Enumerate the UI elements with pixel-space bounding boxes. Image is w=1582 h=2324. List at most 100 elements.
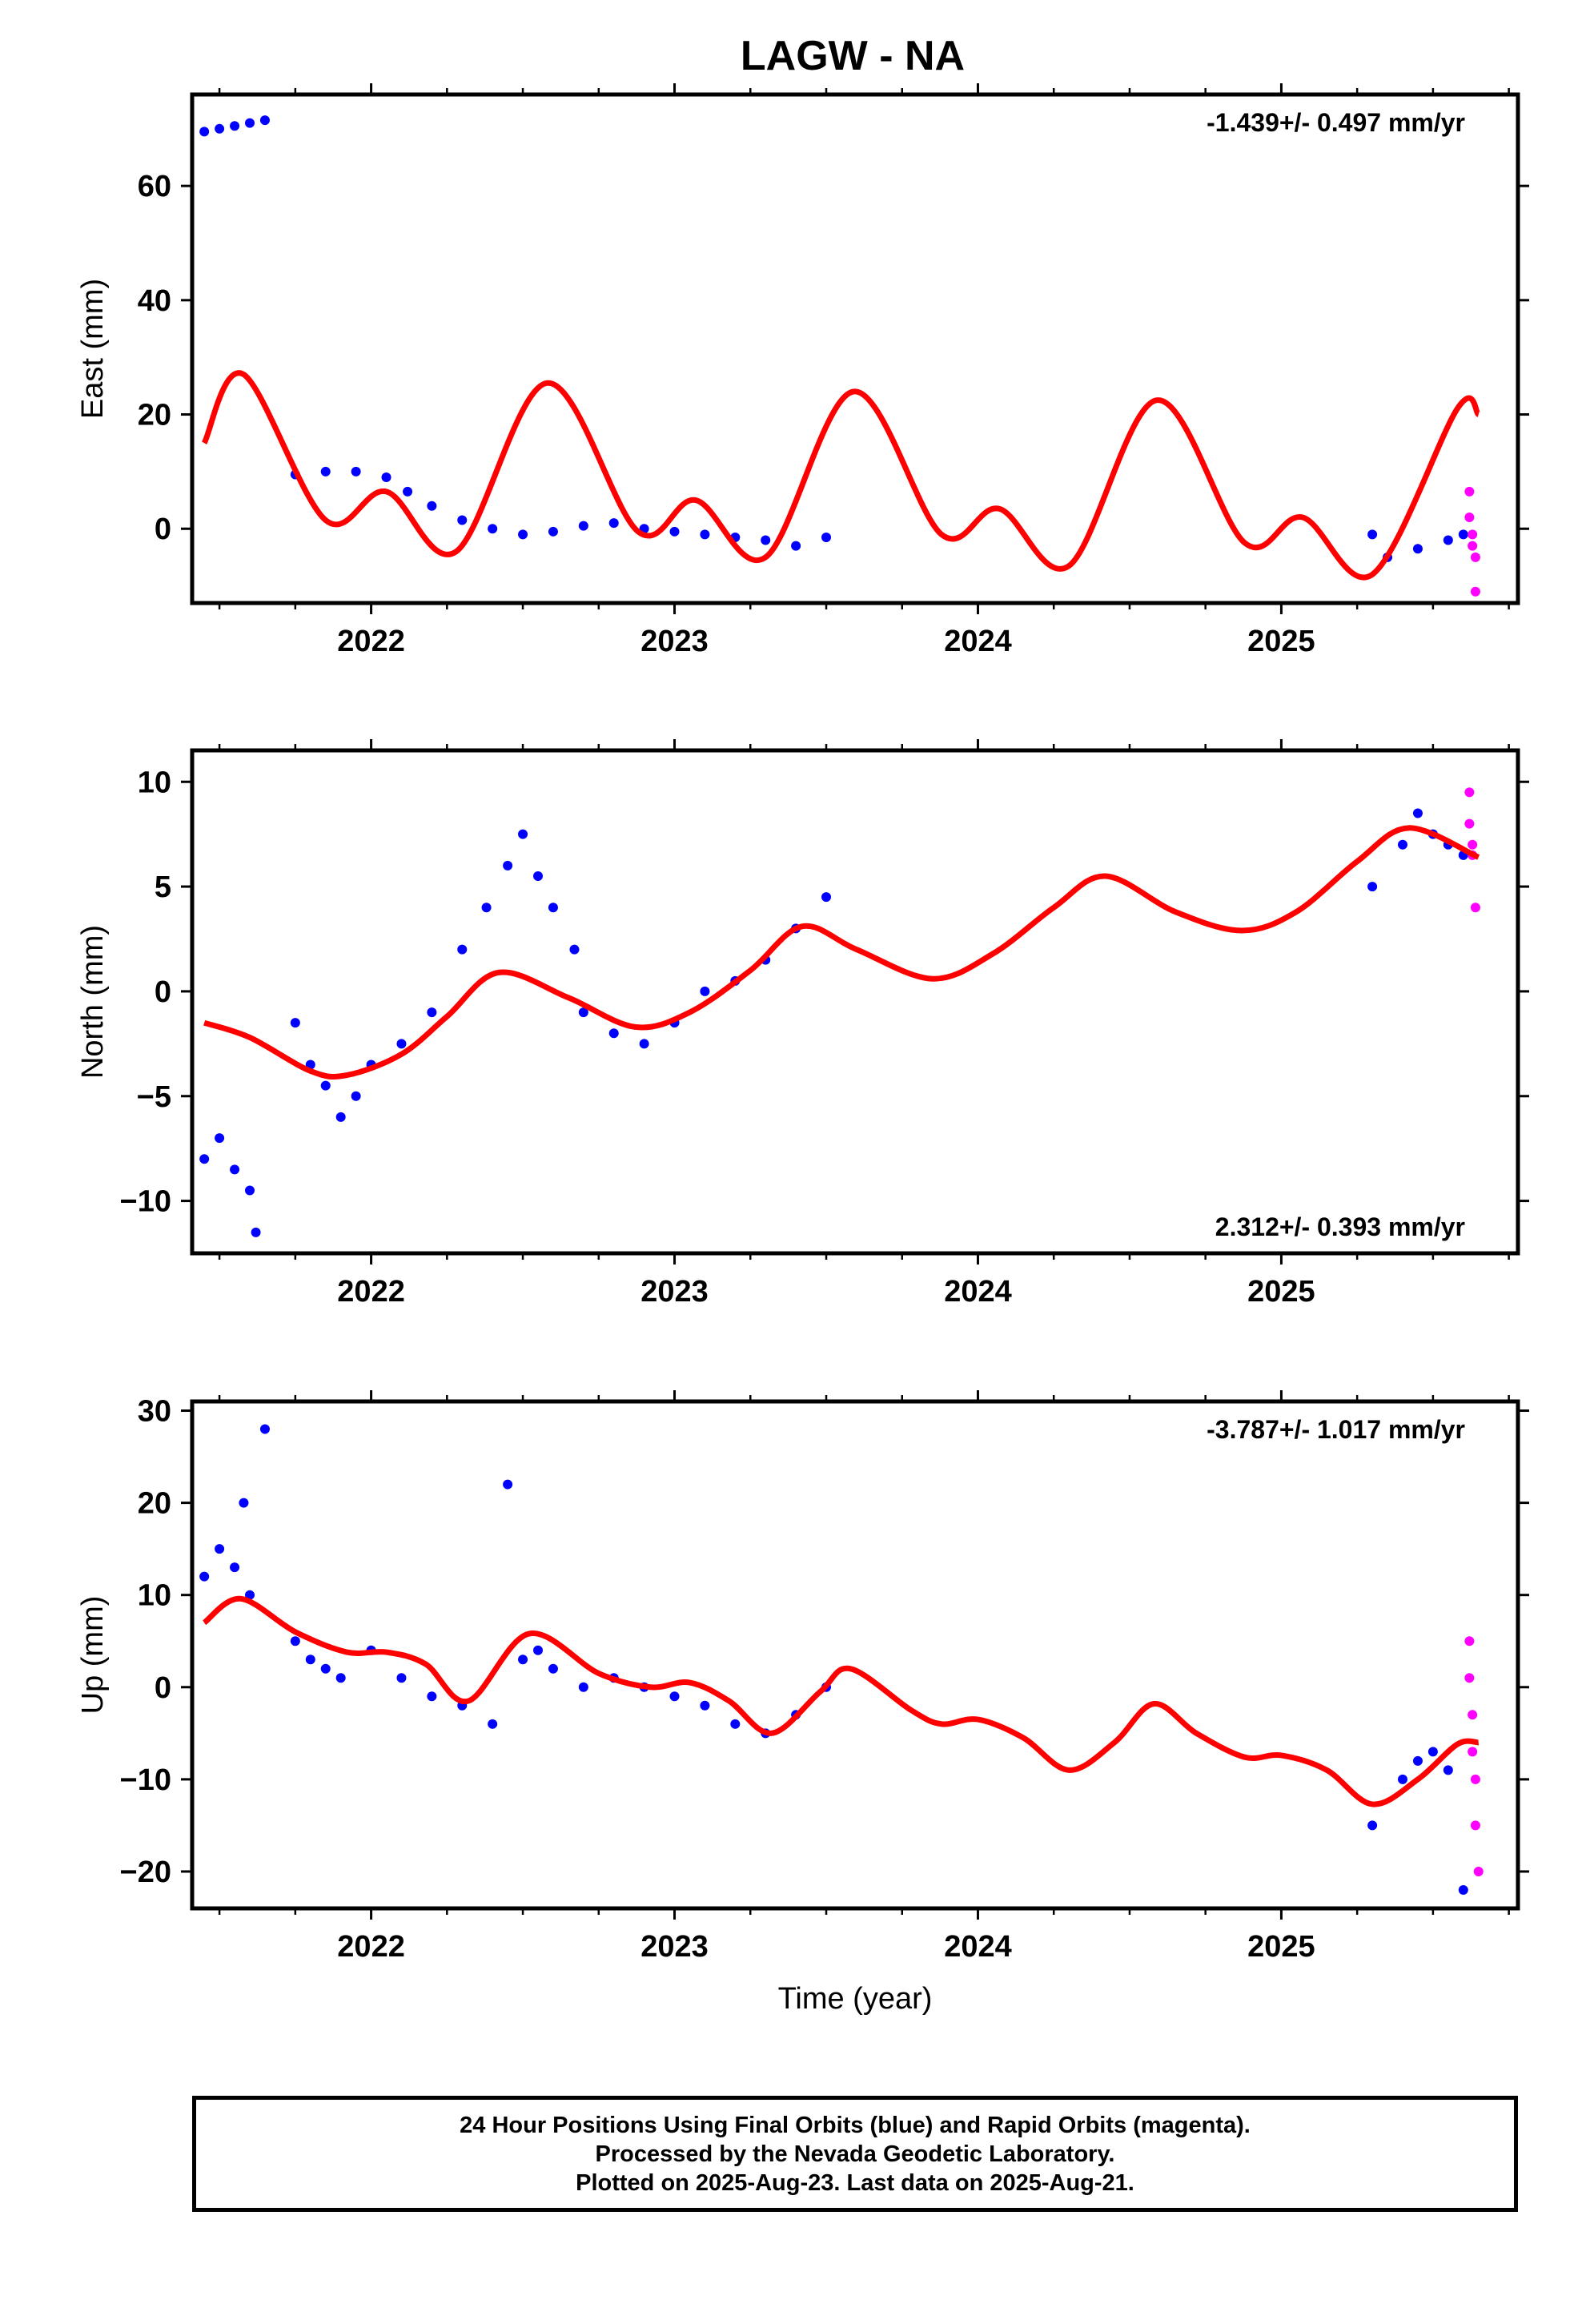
rate-annotation: 2.312+/- 0.393 mm/yr <box>1215 1212 1465 1241</box>
plot-area <box>199 787 1480 1237</box>
final-orbit-point <box>259 1424 270 1434</box>
rapid-orbit-point <box>1464 1636 1475 1647</box>
y-tick-label: 0 <box>155 513 171 546</box>
final-orbit-point <box>569 944 580 955</box>
rate-annotation: -3.787+/- 1.017 mm/yr <box>1207 1415 1465 1444</box>
final-orbit-point <box>578 1007 588 1018</box>
final-orbit-point <box>245 1185 255 1196</box>
rapid-orbit-point <box>1470 552 1480 562</box>
final-orbit-point <box>730 1719 741 1729</box>
final-orbit-point <box>1458 1884 1468 1895</box>
y-tick-label: −20 <box>120 1856 171 1889</box>
x-tick-label: 2024 <box>944 1930 1012 1964</box>
rapid-orbit-point <box>1473 1866 1484 1876</box>
plot-area <box>199 1424 1484 1895</box>
plot-area <box>199 115 1481 597</box>
final-orbit-point <box>533 871 543 881</box>
final-orbit-point <box>1412 544 1423 554</box>
final-orbit-point <box>821 892 831 903</box>
final-orbit-point <box>700 1700 710 1711</box>
final-orbit-point <box>1412 1755 1423 1766</box>
final-orbit-point <box>821 532 831 542</box>
y-tick-label: −5 <box>137 1080 171 1114</box>
y-tick-label: 60 <box>138 170 171 203</box>
rate-annotation: -1.439+/- 0.497 mm/yr <box>1207 108 1465 137</box>
final-orbit-point <box>230 1164 240 1175</box>
final-orbit-point <box>351 1091 361 1101</box>
y-axis-label: East (mm) <box>76 279 110 419</box>
chart-panel-1: 2022 2023 2024 2025 0 20 40 60 East (mm) -1.439+/… <box>76 83 1529 658</box>
final-orbit-point <box>199 1154 210 1164</box>
y-tick-label: 0 <box>155 1671 171 1705</box>
final-orbit-point <box>427 501 437 511</box>
final-orbit-point <box>290 1636 300 1647</box>
x-tick-label: 2024 <box>944 1275 1012 1309</box>
final-orbit-point <box>396 1673 407 1683</box>
final-orbit-point <box>518 529 528 540</box>
final-orbit-point <box>669 526 680 537</box>
final-orbit-point <box>215 123 225 134</box>
final-orbit-point <box>518 829 528 839</box>
final-orbit-point <box>488 1719 498 1729</box>
final-orbit-point <box>548 526 558 537</box>
rapid-orbit-point <box>1470 1774 1480 1784</box>
y-tick-label: −10 <box>120 1763 171 1797</box>
y-tick-label: 5 <box>155 870 171 904</box>
final-orbit-point <box>578 521 588 531</box>
final-orbit-point <box>669 1691 680 1702</box>
rapid-orbit-point <box>1470 586 1480 597</box>
final-orbit-point <box>199 1571 210 1582</box>
final-orbit-point <box>245 118 255 128</box>
main-title: LAGW - NA <box>740 33 966 79</box>
final-orbit-point <box>503 860 513 870</box>
y-axis-label: North (mm) <box>76 925 110 1079</box>
final-orbit-point <box>700 529 710 540</box>
rapid-orbit-point <box>1464 512 1475 522</box>
footer-box: 24 Hour Positions Using Final Orbits (bl… <box>192 2096 1518 2212</box>
final-orbit-point <box>533 1645 543 1655</box>
final-orbit-point <box>396 1039 407 1049</box>
final-orbit-point <box>403 486 413 497</box>
final-orbit-point <box>230 121 240 131</box>
final-orbit-point <box>639 1039 649 1049</box>
axis-frame <box>190 1399 1520 1911</box>
rapid-orbit-point <box>1464 818 1475 829</box>
y-axis-label: Up (mm) <box>76 1596 110 1715</box>
final-orbit-point <box>320 466 331 476</box>
model-curve <box>202 1595 1480 1807</box>
y-tick-label: 40 <box>138 284 171 318</box>
final-orbit-point <box>578 1682 588 1692</box>
final-orbit-point <box>251 1227 261 1237</box>
final-orbit-point <box>215 1133 225 1144</box>
final-orbit-point <box>320 1663 331 1674</box>
rapid-orbit-point <box>1464 486 1475 497</box>
final-orbit-point <box>488 524 498 534</box>
final-orbit-point <box>290 1018 300 1028</box>
final-orbit-point <box>381 472 391 483</box>
final-orbit-point <box>481 903 492 913</box>
rapid-orbit-point <box>1464 1673 1475 1683</box>
rapid-orbit-point <box>1468 839 1478 850</box>
y-tick-label: 30 <box>138 1395 171 1429</box>
rapid-orbit-point <box>1470 903 1480 913</box>
rapid-orbit-point <box>1464 787 1475 798</box>
final-orbit-point <box>1443 1765 1453 1775</box>
x-tick-label: 2022 <box>337 625 405 658</box>
final-orbit-point <box>335 1112 346 1122</box>
final-orbit-point <box>608 518 619 529</box>
final-orbit-point <box>518 1655 528 1665</box>
model-curve <box>201 370 1481 581</box>
final-orbit-point <box>427 1691 437 1702</box>
footer-line-3: Plotted on 2025-Aug-23. Last data on 202… <box>576 2170 1134 2196</box>
final-orbit-point <box>320 1080 331 1091</box>
final-orbit-point <box>239 1498 249 1508</box>
final-orbit-point <box>427 1007 437 1018</box>
x-tick-label: 2025 <box>1247 1930 1315 1964</box>
y-tick-label: 0 <box>155 975 171 1009</box>
x-tick-label: 2024 <box>944 625 1012 658</box>
final-orbit-point <box>245 1590 255 1600</box>
x-tick-label: 2025 <box>1247 1275 1315 1309</box>
final-orbit-point <box>1398 839 1407 850</box>
x-tick-label: 2023 <box>640 625 709 658</box>
final-orbit-point <box>1443 535 1453 545</box>
